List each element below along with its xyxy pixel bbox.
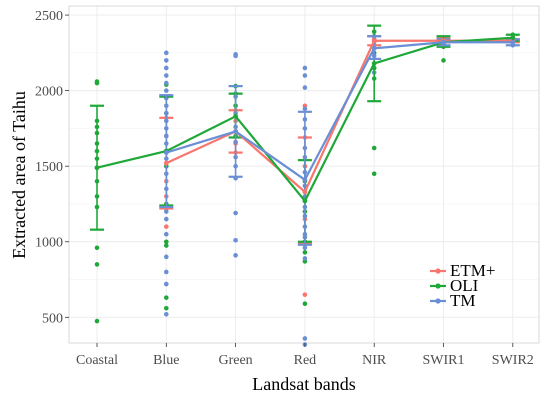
sample-point: [302, 245, 308, 251]
sample-point: [164, 295, 169, 300]
sample-point: [164, 231, 169, 237]
y-tick-label: 2500: [35, 9, 63, 24]
legend-label: ETM+: [450, 261, 495, 280]
y-tick-label: 500: [42, 311, 63, 326]
series-point: [233, 113, 239, 119]
series-point: [163, 160, 169, 166]
sample-point: [164, 281, 169, 287]
series-point: [163, 150, 169, 155]
sample-point: [371, 171, 377, 177]
y-tick-label: 1500: [35, 160, 63, 175]
series-point: [371, 38, 377, 44]
sample-point: [302, 65, 308, 71]
sample-point: [164, 216, 169, 222]
series-point: [441, 39, 446, 45]
sample-point: [164, 65, 169, 71]
sample-point: [302, 250, 308, 255]
series-point: [94, 165, 100, 171]
sample-point: [94, 318, 100, 324]
legend-key-point: [435, 268, 441, 274]
sample-point: [371, 145, 377, 151]
sample-point: [233, 253, 238, 258]
sample-point: [302, 292, 308, 297]
x-tick-label: Red: [294, 353, 317, 368]
sample-point: [164, 50, 169, 56]
sample-point: [164, 254, 169, 260]
sample-point: [164, 209, 169, 214]
sample-point: [164, 73, 169, 78]
sample-point: [302, 336, 308, 341]
x-axis: Coastal Blue Green Red NIR SWIR1 SWIR2: [76, 343, 534, 368]
sample-point: [164, 243, 169, 248]
series-point: [233, 129, 239, 134]
sample-point: [94, 245, 100, 251]
series-point: [302, 189, 308, 195]
sample-point: [233, 237, 238, 243]
series-point: [371, 61, 377, 66]
sample-point: [233, 53, 238, 59]
legend-key-point: [435, 283, 441, 289]
sample-point: [302, 85, 308, 90]
sample-point: [94, 262, 100, 267]
sample-point: [302, 301, 308, 307]
x-tick-label: Blue: [153, 353, 179, 368]
series-point: [302, 177, 308, 183]
x-tick-label: SWIR1: [423, 353, 465, 368]
legend-key-point: [435, 298, 441, 304]
sample-point: [302, 256, 308, 261]
legend-item: TM: [430, 291, 476, 310]
series-point: [371, 45, 377, 51]
y-axis: 500 1000 1500 2000 2500: [35, 9, 69, 326]
sample-point: [302, 73, 308, 78]
x-tick-label: SWIR2: [492, 353, 534, 368]
legend-item: OLI: [430, 276, 479, 295]
sample-point: [441, 58, 446, 63]
sample-point: [164, 58, 169, 63]
sample-point: [164, 80, 169, 86]
x-tick-label: Coastal: [76, 353, 118, 368]
series-lines: [94, 35, 516, 204]
sample-point: [164, 224, 169, 229]
series-point: [510, 39, 516, 45]
sample-point: [94, 80, 100, 86]
y-tick-label: 2000: [35, 85, 63, 100]
series-line: [165, 41, 513, 181]
legend-label: TM: [450, 291, 476, 310]
x-tick-label: NIR: [362, 353, 387, 368]
series-point: [302, 198, 308, 204]
sample-point: [164, 311, 169, 317]
sample-point: [233, 210, 238, 216]
sample-point: [164, 269, 169, 275]
y-axis-title: Extracted area of Taihu: [9, 91, 29, 259]
x-axis-title: Landsat bands: [252, 374, 355, 394]
sample-point: [164, 305, 169, 311]
x-tick-label: Green: [218, 353, 252, 368]
legend-label: OLI: [450, 276, 479, 295]
y-tick-label: 1000: [35, 236, 63, 251]
sample-point: [302, 106, 308, 112]
legend-item: ETM+: [430, 261, 495, 280]
sample-point: [164, 88, 169, 93]
series-point: [510, 35, 516, 41]
sample-point: [164, 239, 169, 245]
